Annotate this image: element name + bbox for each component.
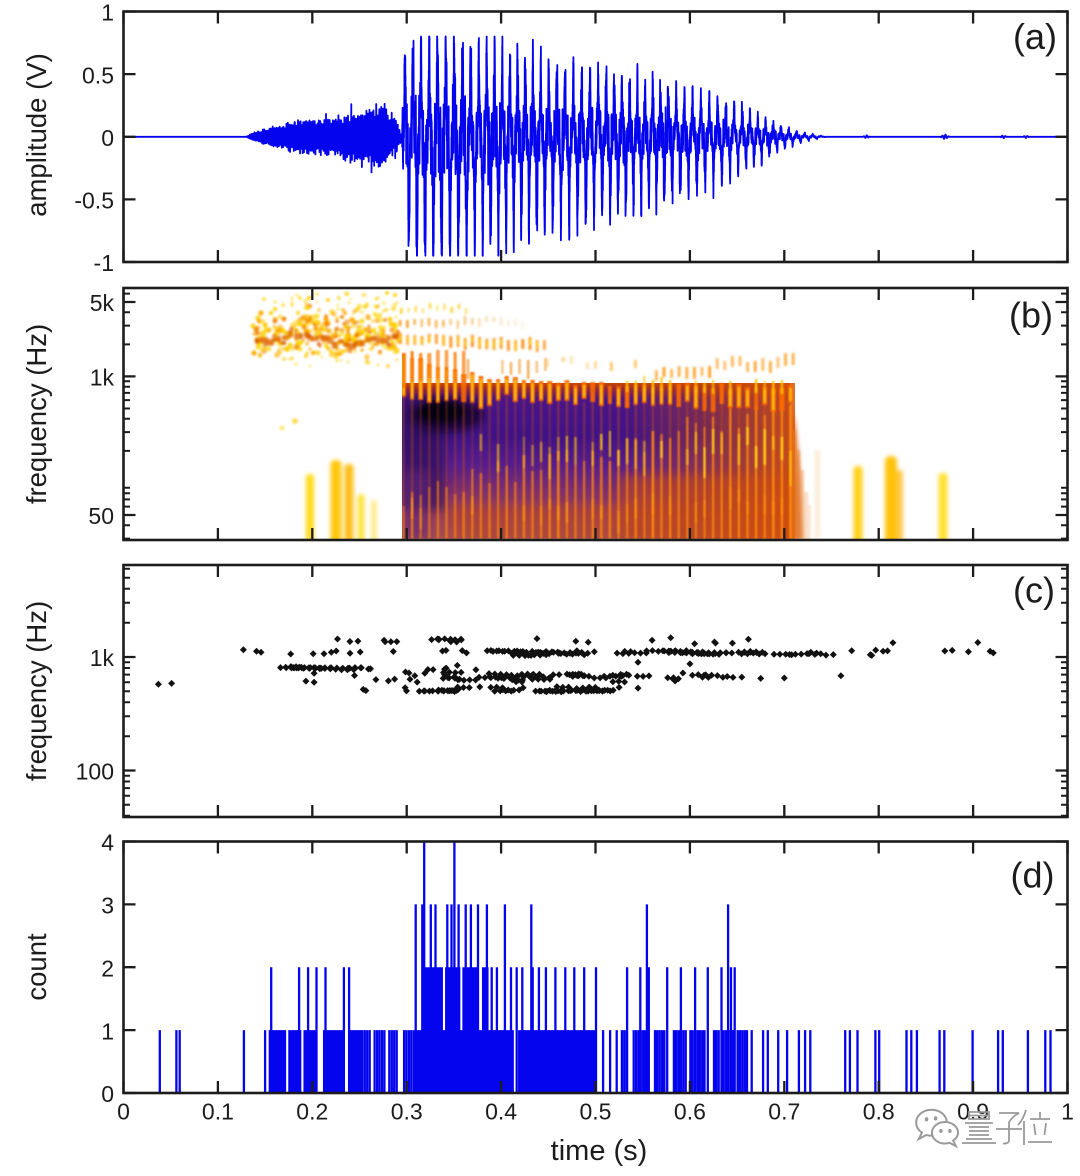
svg-text:frequency (Hz): frequency (Hz) xyxy=(21,324,52,504)
svg-text:(d): (d) xyxy=(1011,854,1055,895)
svg-text:count: count xyxy=(21,933,52,1001)
svg-text:4: 4 xyxy=(101,830,114,856)
svg-text:3: 3 xyxy=(101,893,114,919)
svg-text:amplitude (V): amplitude (V) xyxy=(21,53,52,217)
svg-text:1: 1 xyxy=(1061,1099,1074,1125)
svg-text:50: 50 xyxy=(88,503,114,529)
svg-text:(c): (c) xyxy=(1013,569,1055,610)
svg-text:2: 2 xyxy=(101,955,114,981)
svg-text:0: 0 xyxy=(101,1081,114,1107)
svg-text:0.6: 0.6 xyxy=(674,1099,706,1125)
svg-text:0.4: 0.4 xyxy=(485,1099,517,1125)
svg-text:5k: 5k xyxy=(90,290,115,316)
svg-text:0.5: 0.5 xyxy=(580,1099,612,1125)
svg-text:0: 0 xyxy=(101,125,114,151)
svg-text:0.8: 0.8 xyxy=(863,1099,895,1125)
svg-text:0.1: 0.1 xyxy=(202,1099,234,1125)
svg-text:0: 0 xyxy=(117,1099,130,1125)
svg-text:100: 100 xyxy=(76,759,114,785)
svg-text:-1: -1 xyxy=(94,250,114,276)
svg-text:-0.5: -0.5 xyxy=(74,188,114,214)
svg-text:1k: 1k xyxy=(90,365,115,391)
svg-text:0.2: 0.2 xyxy=(296,1099,328,1125)
svg-text:(a): (a) xyxy=(1013,16,1057,57)
svg-text:1: 1 xyxy=(101,1018,114,1044)
svg-text:0.7: 0.7 xyxy=(768,1099,800,1125)
svg-text:0.5: 0.5 xyxy=(82,62,114,88)
svg-text:(b): (b) xyxy=(1009,294,1053,335)
svg-text:frequency (Hz): frequency (Hz) xyxy=(21,601,52,781)
svg-text:time (s): time (s) xyxy=(551,1135,648,1167)
svg-text:1k: 1k xyxy=(90,645,115,671)
svg-text:1: 1 xyxy=(101,0,114,26)
svg-text:0.3: 0.3 xyxy=(391,1099,423,1125)
